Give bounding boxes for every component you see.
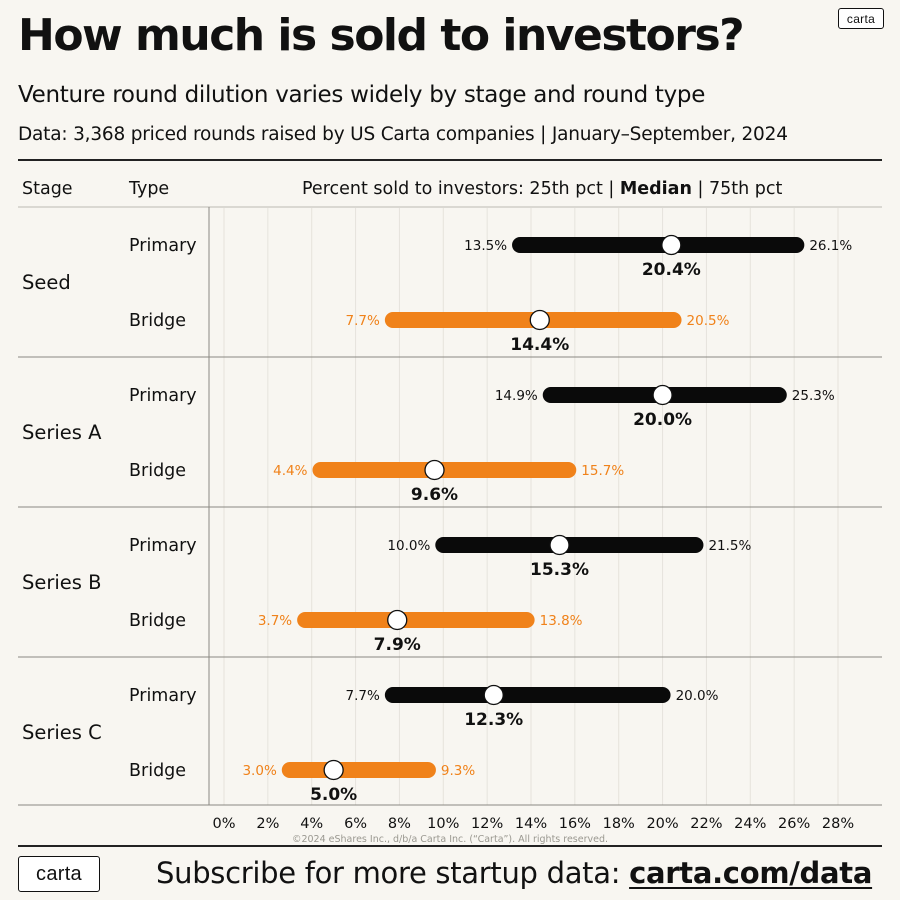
header-divider: [18, 159, 882, 161]
column-header-percent: Percent sold to investors: 25th pct | Me…: [302, 179, 782, 199]
median-label: 20.0%: [633, 410, 692, 430]
p75-label: 21.5%: [708, 538, 751, 554]
x-tick-label: 2%: [256, 816, 279, 832]
x-tick-label: 18%: [603, 816, 635, 832]
column-header-percent-prefix: Percent sold to investors: 25th pct |: [302, 179, 620, 199]
median-label: 5.0%: [310, 785, 357, 805]
median-label: 9.6%: [411, 485, 458, 505]
x-tick-label: 22%: [690, 816, 722, 832]
median-marker: [652, 384, 673, 406]
data-source-note: Data: 3,368 priced rounds raised by US C…: [18, 124, 788, 145]
median-marker: [483, 684, 504, 706]
p25-label: 4.4%: [273, 463, 307, 479]
p75-label: 25.3%: [792, 388, 835, 404]
x-tick-label: 8%: [388, 816, 411, 832]
p25-label: 10.0%: [387, 538, 430, 554]
p75-label: 13.8%: [540, 613, 583, 629]
x-tick-label: 16%: [559, 816, 591, 832]
x-tick-label: 20%: [646, 816, 678, 832]
copyright-notice: ©2024 eShares Inc., d/b/a Carta Inc. (“C…: [291, 834, 609, 845]
median-marker: [549, 534, 570, 556]
p25-label: 14.9%: [495, 388, 538, 404]
median-marker: [661, 234, 682, 256]
median-label: 7.9%: [374, 635, 421, 655]
median-marker: [323, 759, 344, 781]
x-tick-label: 14%: [515, 816, 547, 832]
x-tick-label: 4%: [300, 816, 323, 832]
x-tick-label: 26%: [778, 816, 810, 832]
round-type-label: Bridge: [129, 311, 186, 331]
x-tick-label: 28%: [822, 816, 854, 832]
x-tick-label: 0%: [212, 816, 235, 832]
p25-label: 13.5%: [464, 238, 507, 254]
p25-label: 3.0%: [242, 763, 276, 779]
median-label: 14.4%: [510, 335, 569, 355]
stage-label: Series B: [22, 571, 102, 594]
round-type-label: Primary: [129, 536, 197, 556]
stage-label: Series A: [22, 421, 102, 444]
subscribe-cta: Subscribe for more startup data: carta.c…: [156, 856, 872, 890]
p25-label: 7.7%: [346, 313, 380, 329]
p75-label: 26.1%: [809, 238, 852, 254]
carta-logo-footer: carta: [18, 856, 100, 892]
median-label: 15.3%: [530, 560, 589, 580]
round-type-label: Bridge: [129, 461, 186, 481]
column-header-stage: Stage: [22, 179, 73, 199]
round-type-label: Primary: [129, 236, 197, 256]
round-type-label: Primary: [129, 386, 197, 406]
subscribe-link[interactable]: carta.com/data: [629, 856, 873, 890]
median-label: 12.3%: [464, 710, 523, 730]
x-tick-label: 24%: [734, 816, 766, 832]
footer-divider: [18, 845, 882, 847]
p25-label: 3.7%: [258, 613, 292, 629]
round-type-label: Bridge: [129, 611, 186, 631]
round-type-label: Bridge: [129, 761, 186, 781]
p25-label: 7.7%: [346, 688, 380, 704]
column-header-percent-median: Median: [619, 179, 692, 199]
x-tick-label: 6%: [344, 816, 367, 832]
stage-label: Series C: [22, 721, 102, 744]
median-marker: [529, 309, 550, 331]
page-title: How much is sold to investors?: [18, 10, 745, 61]
median-label: 20.4%: [642, 260, 701, 280]
carta-logo: carta: [838, 8, 884, 29]
x-tick-label: 10%: [427, 816, 459, 832]
x-tick-label: 12%: [471, 816, 503, 832]
p75-label: 15.7%: [581, 463, 624, 479]
subscribe-cta-text: Subscribe for more startup data:: [156, 856, 630, 890]
round-type-label: Primary: [129, 686, 197, 706]
p75-label: 20.0%: [676, 688, 719, 704]
median-marker: [424, 459, 445, 481]
column-header-type: Type: [129, 179, 170, 199]
median-marker: [387, 609, 408, 631]
column-header-percent-suffix: | 75th pct: [691, 179, 783, 199]
p75-label: 20.5%: [687, 313, 730, 329]
stage-label: Seed: [22, 271, 71, 294]
page-subtitle: Venture round dilution varies widely by …: [18, 82, 706, 108]
p75-label: 9.3%: [441, 763, 475, 779]
